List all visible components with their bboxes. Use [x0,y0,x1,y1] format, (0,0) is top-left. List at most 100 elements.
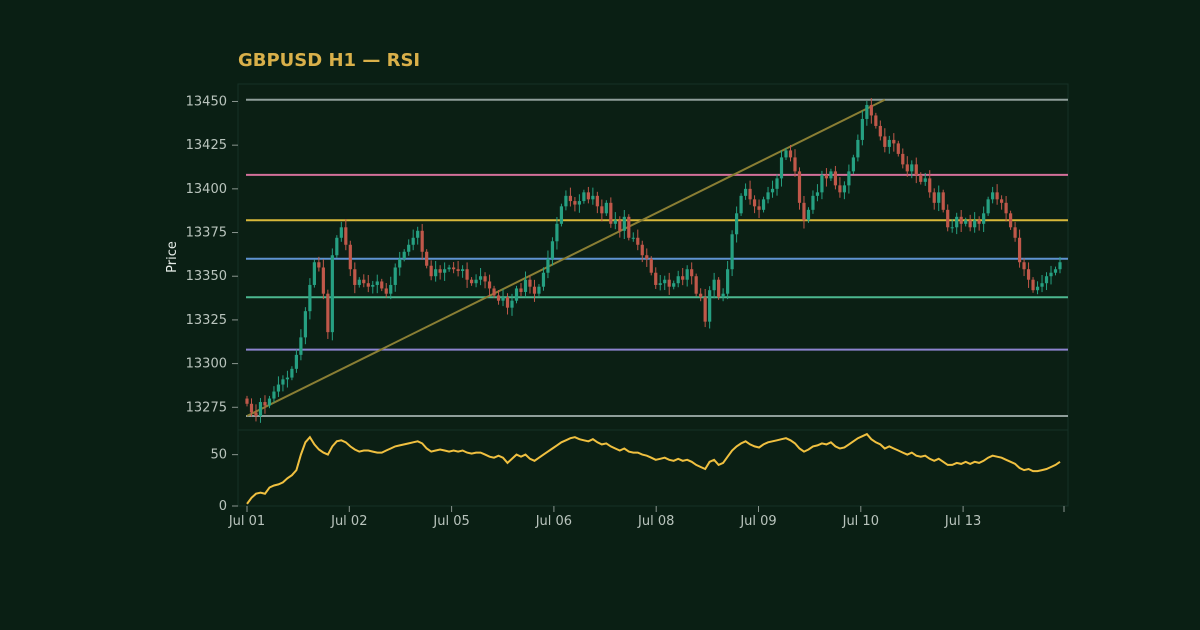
candle-body [326,293,330,333]
candle-body [276,384,281,392]
candle [676,270,680,288]
candle [420,223,424,260]
candle-body [703,297,707,322]
candle-body [398,258,402,268]
candle [321,259,325,300]
candle-body [501,297,505,301]
candle-body [438,269,442,273]
candle-body [856,139,860,158]
chart-title: GBPUSD H1 — RSI [238,50,420,71]
y-tick-label: 13450 [186,94,227,109]
candle-body [896,143,900,154]
candle-body [312,262,316,285]
candle [726,261,730,300]
candle-body [362,279,366,284]
candle [712,272,716,299]
candle-body [676,276,680,284]
candle [245,395,249,407]
candle-body [281,379,285,385]
candle-body [389,284,393,294]
candle [667,272,671,295]
candle-body [249,403,254,413]
candle [357,277,361,288]
candle [923,172,927,186]
candle-body [353,269,357,285]
candle-body [402,251,406,259]
candle [528,275,532,294]
candle [371,280,375,294]
candle [838,177,842,198]
candle [586,186,590,204]
candle-body [1022,262,1026,270]
candle [501,288,505,307]
y-tick-label: 13350 [186,269,227,284]
candle [914,157,918,184]
candle-body [609,202,613,224]
candle [703,288,707,328]
candle-body [254,412,258,417]
candle [802,196,806,229]
candle [1022,258,1026,277]
candle [514,285,519,304]
candle [416,226,420,245]
candle-body [461,269,465,271]
candle [1008,210,1013,230]
candle-body [806,209,811,221]
candle [272,386,276,403]
candle [887,135,891,154]
candle [640,240,644,263]
candle-body [681,276,685,280]
candle [937,185,941,212]
candle [770,180,775,198]
y-tick-label: 13375 [186,226,227,241]
candle [411,229,415,251]
candle [285,370,290,388]
candle [299,329,303,361]
y-ticks-layer: 13275 13300 13325 13350 13375 13400 13425 13450… [186,94,238,514]
candle-body [272,391,276,399]
candle-body [541,272,546,287]
candle-body [335,237,339,256]
candle [815,184,820,202]
candle [249,398,254,417]
candle-body [510,300,514,308]
candle-body [878,125,882,137]
candle [366,274,370,293]
candle-body [483,276,487,282]
candle [905,156,909,177]
candle-body [649,258,653,273]
candle-body [937,192,941,203]
candle [483,272,487,289]
candle [312,259,316,288]
candle [699,288,703,302]
y-tick-label: 13325 [186,313,227,328]
candle [465,262,469,288]
candle-body [658,283,662,285]
candle [429,260,433,281]
candle-body [505,297,510,308]
candle-body [950,227,954,229]
candle-body [375,281,379,285]
candle-body [739,195,743,214]
candle [896,140,900,157]
candle [820,170,824,200]
candle [874,112,878,129]
candle-body [910,164,914,172]
candle [550,237,555,266]
candle-body [573,201,577,205]
candle-body [1004,202,1008,214]
candle [1026,262,1031,288]
candle [649,256,653,276]
candle-body [487,281,492,289]
candle [613,212,617,230]
candle-body [986,199,990,214]
rsi-y-tick-label: 50 [210,448,227,463]
candle-body [591,195,595,200]
candle-body [429,265,433,277]
price-panel [237,83,1069,431]
candle [950,219,954,233]
candle [1049,265,1053,285]
x-tick-label: Jul 10 [842,514,879,529]
rsi-layer [246,432,1061,505]
candle-body [537,286,541,294]
